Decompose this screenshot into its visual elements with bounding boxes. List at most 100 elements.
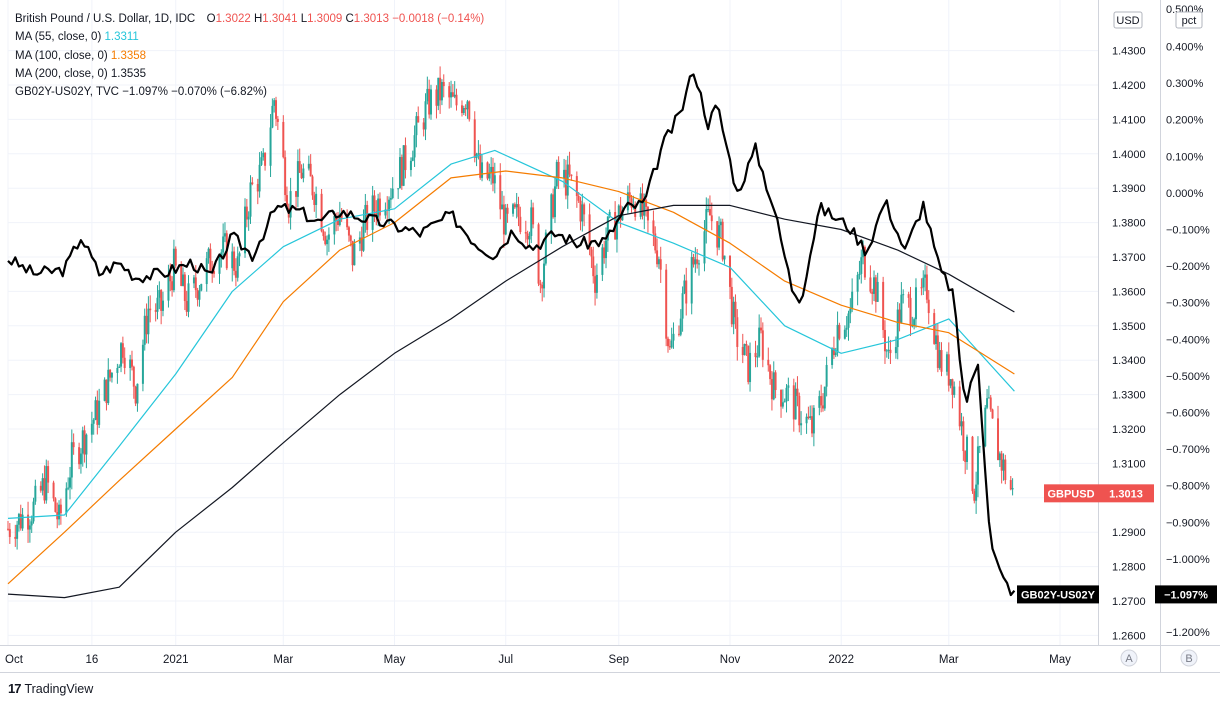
candle-body bbox=[47, 466, 50, 483]
candle-body bbox=[200, 284, 203, 291]
pct-tick-label: 0.300% bbox=[1166, 78, 1204, 90]
candle-body bbox=[543, 263, 546, 289]
candle-body bbox=[422, 122, 425, 130]
candle-body bbox=[532, 207, 535, 225]
candle-body bbox=[78, 447, 81, 465]
candle-body bbox=[27, 514, 30, 530]
usd-tick-label: 1.4300 bbox=[1112, 46, 1146, 58]
candle-body bbox=[437, 77, 440, 106]
candle-body bbox=[978, 446, 981, 448]
candle-body bbox=[1004, 459, 1007, 481]
candle-body bbox=[975, 484, 978, 501]
tradingview-logo-icon: 17 bbox=[8, 681, 22, 696]
candle-body bbox=[218, 258, 221, 274]
candle-body bbox=[231, 251, 234, 269]
candle-body bbox=[832, 348, 835, 356]
candle-body bbox=[889, 349, 892, 354]
candle-body bbox=[512, 204, 515, 214]
candle-body bbox=[103, 379, 106, 401]
candle-body bbox=[506, 207, 509, 214]
candle-body bbox=[874, 277, 877, 302]
candle-body bbox=[785, 387, 788, 402]
symbol-title[interactable]: British Pound / U.S. Dollar, 1D, IDC bbox=[15, 13, 196, 25]
pct-tick-label: −1.000% bbox=[1166, 554, 1210, 566]
candle-body bbox=[349, 235, 352, 241]
candle-body bbox=[749, 352, 752, 383]
candle-body bbox=[767, 359, 770, 366]
ma100-row[interactable]: MA (100, close, 0) 1.3358 bbox=[15, 47, 484, 65]
ma55-row[interactable]: MA (55, close, 0) 1.3311 bbox=[15, 28, 484, 46]
candle-body bbox=[617, 205, 620, 220]
candle-body bbox=[41, 478, 44, 491]
candle-body bbox=[466, 101, 469, 110]
candle-body bbox=[132, 366, 135, 387]
usd-tick-label: 1.2800 bbox=[1112, 562, 1146, 574]
pct-tick-label: 0.100% bbox=[1166, 151, 1204, 163]
candle-body bbox=[21, 514, 24, 529]
tradingview-logo[interactable]: 17 TradingView bbox=[8, 681, 93, 696]
candle-body bbox=[796, 388, 799, 396]
candle-body bbox=[780, 390, 783, 407]
candle-body bbox=[758, 327, 761, 357]
candle-body bbox=[721, 221, 724, 260]
pct-tick-label: 0.200% bbox=[1166, 115, 1204, 127]
candle-body bbox=[718, 225, 721, 248]
spread-row[interactable]: GB02Y-US02Y, TVC −1.097% −0.070% (−6.82%… bbox=[15, 83, 484, 101]
candle-body bbox=[98, 400, 101, 425]
candle-body bbox=[683, 280, 686, 294]
candle-body bbox=[462, 108, 465, 114]
candle-body bbox=[743, 344, 746, 356]
candle-body bbox=[882, 281, 885, 331]
candle-body bbox=[271, 105, 274, 128]
candle-body bbox=[643, 200, 646, 216]
candle-body bbox=[391, 188, 394, 199]
candle-body bbox=[499, 175, 502, 210]
ma200-row[interactable]: MA (200, close, 0) 1.3535 bbox=[15, 65, 484, 83]
candle-body bbox=[65, 488, 68, 514]
scale-button-label: B bbox=[1185, 653, 1192, 665]
candle-body bbox=[962, 421, 965, 452]
x-tick-label: 16 bbox=[85, 654, 98, 666]
candle-body bbox=[96, 400, 99, 425]
candle-body bbox=[703, 231, 706, 264]
candle-body bbox=[807, 416, 810, 418]
candle-body bbox=[690, 257, 693, 304]
candle-body bbox=[307, 163, 310, 169]
candle-body bbox=[898, 309, 901, 323]
candle-body bbox=[90, 423, 93, 435]
candle-body bbox=[805, 416, 808, 424]
candle-body bbox=[997, 418, 1000, 461]
candle-body bbox=[694, 259, 697, 265]
candle-body bbox=[322, 231, 325, 237]
usd-tick-label: 1.3100 bbox=[1112, 458, 1146, 470]
candle-body bbox=[774, 372, 777, 391]
candle-body bbox=[244, 206, 247, 254]
candle-body bbox=[17, 513, 20, 525]
candle-body bbox=[938, 350, 941, 368]
candle-body bbox=[745, 344, 748, 346]
candle-body bbox=[154, 310, 157, 312]
candle-body bbox=[479, 153, 482, 178]
candle-body bbox=[143, 315, 146, 345]
candle-body bbox=[273, 100, 276, 106]
candle-body bbox=[32, 501, 35, 522]
usd-tick-label: 1.3900 bbox=[1112, 183, 1146, 195]
candle-body bbox=[953, 386, 956, 395]
candle-body bbox=[477, 153, 480, 155]
x-tick-label: 2022 bbox=[828, 654, 854, 666]
candle-body bbox=[258, 164, 261, 192]
candle-body bbox=[481, 162, 484, 178]
candle-body bbox=[160, 290, 163, 311]
candle-body bbox=[43, 478, 46, 501]
candle-body bbox=[105, 379, 108, 404]
candle-body bbox=[935, 335, 938, 344]
candle-body bbox=[986, 398, 989, 408]
pct-tick-label: −0.800% bbox=[1166, 481, 1210, 493]
usd-tick-label: 1.3300 bbox=[1112, 390, 1146, 402]
candle-body bbox=[940, 350, 943, 372]
candle-body bbox=[552, 194, 555, 218]
candle-body bbox=[601, 247, 604, 275]
candle-body bbox=[68, 477, 71, 488]
candle-body bbox=[460, 105, 463, 114]
